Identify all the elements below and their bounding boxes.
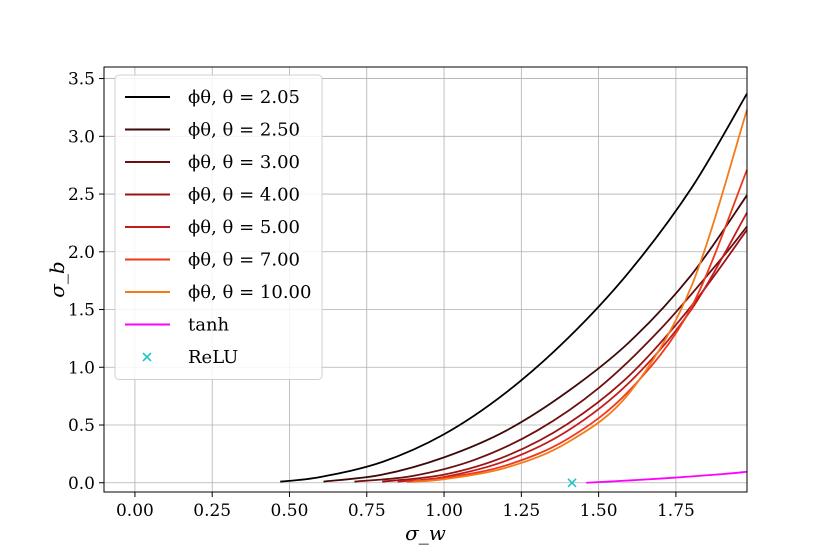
x-tick-label: 0.00 (116, 501, 154, 521)
legend-item: ϕθ, θ = 4.00 (125, 185, 300, 206)
legend-marker (142, 352, 152, 362)
legend-item: ϕθ, θ = 10.00 (125, 282, 311, 303)
y-tick-label: 3.5 (68, 70, 95, 90)
y-tick-label: 0.0 (68, 474, 95, 494)
x-axis-label: σ_w (405, 521, 446, 545)
legend-label: ReLU (188, 347, 238, 368)
legend-item: ϕθ, θ = 5.00 (125, 217, 300, 238)
legend-item: ϕθ, θ = 2.05 (125, 87, 300, 108)
legend-label: ϕθ, θ = 10.00 (188, 282, 311, 303)
x-tick-label: 0.25 (193, 501, 231, 521)
series-line-4 (397, 212, 748, 483)
legend-label: ϕθ, θ = 2.50 (188, 120, 300, 141)
relu-point-marker (567, 478, 577, 488)
x-tick-label: 0.75 (348, 501, 386, 521)
y-tick-label: 3.0 (68, 127, 95, 147)
series-line-0 (280, 93, 748, 483)
legend: ϕθ, θ = 2.05 ϕθ, θ = 2.50 ϕθ, θ = 3.00 ϕθ, … (114, 74, 323, 380)
series-line-6 (413, 109, 748, 483)
series-lines (280, 93, 748, 488)
series-line-7 (586, 470, 748, 484)
x-tick-label: 1.75 (657, 501, 695, 521)
legend-item: tanh (125, 315, 230, 336)
legend-item: ϕθ, θ = 2.50 (125, 120, 300, 141)
legend-label: ϕθ, θ = 3.00 (188, 152, 300, 173)
y-tick-label: 1.5 (68, 301, 95, 321)
legend-item: ReLU (142, 347, 238, 368)
x-tick-label: 1.00 (425, 501, 463, 521)
legend-box (114, 74, 323, 380)
x-tick-label: 1.25 (502, 501, 540, 521)
legend-label: ϕθ, θ = 5.00 (188, 217, 300, 238)
x-tick-label: 1.50 (580, 501, 618, 521)
series-line-5 (406, 169, 748, 483)
x-tick-label: 0.50 (271, 501, 309, 521)
legend-label: ϕθ, θ = 2.05 (188, 87, 300, 108)
plot-frame (103, 66, 748, 493)
y-tick-label: 2.0 (68, 243, 95, 263)
series-line-1 (323, 194, 748, 483)
legend-item: ϕθ, θ = 3.00 (125, 152, 300, 173)
legend-label: ϕθ, θ = 4.00 (188, 185, 300, 206)
ticks: 0.00 0.25 0.50 0.75 1.00 1.25 1.50 1.75 0.0 0.5 1.… (68, 70, 695, 521)
legend-item: ϕθ, θ = 7.00 (125, 250, 300, 271)
y-axis-label: σ_b (45, 261, 69, 297)
y-tick-label: 0.5 (68, 416, 95, 436)
series-line-2 (354, 225, 748, 483)
legend-label: tanh (188, 315, 230, 336)
y-tick-label: 2.5 (68, 185, 95, 205)
y-tick-label: 1.0 (68, 358, 95, 378)
legend-label: ϕθ, θ = 7.00 (188, 250, 300, 271)
